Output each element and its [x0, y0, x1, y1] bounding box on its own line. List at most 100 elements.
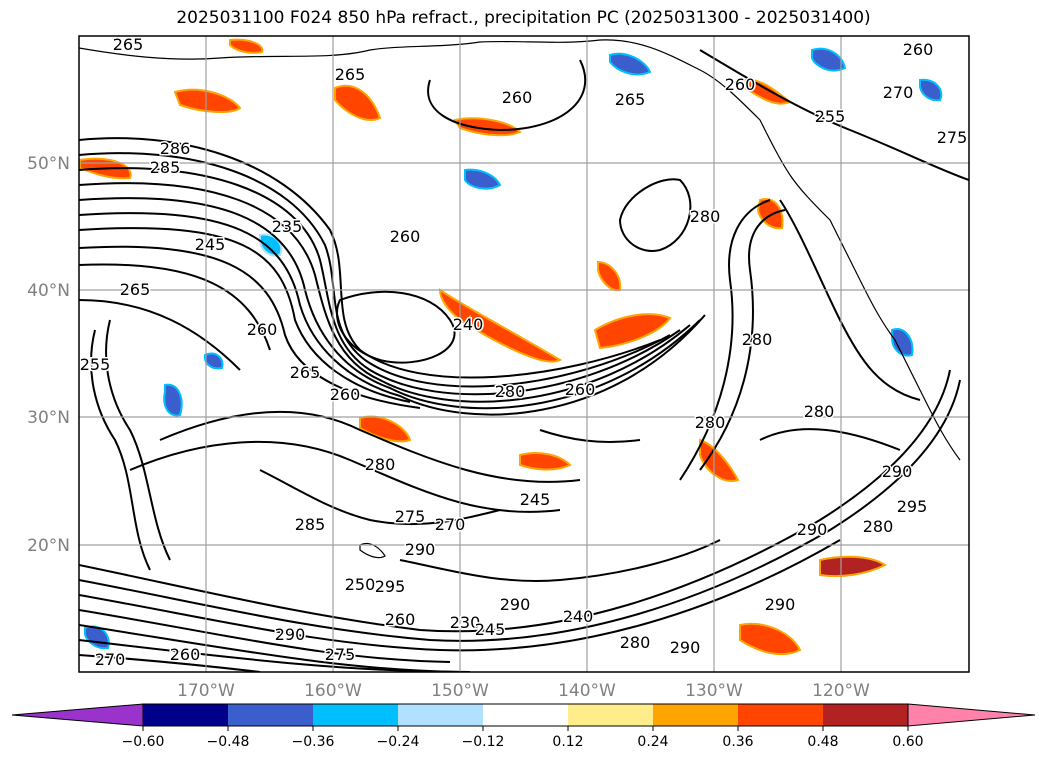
contour-label: 260	[247, 320, 278, 339]
precip-blob	[519, 452, 572, 471]
coastline-west-coast	[859, 279, 961, 461]
contour-label: 290	[797, 520, 828, 539]
contour-label: 260	[330, 385, 361, 404]
contour-label: 260	[385, 610, 416, 629]
contour-label: 290	[500, 595, 531, 614]
contour-label: 290	[670, 638, 701, 657]
lon-label-160w: 160°W	[304, 681, 362, 701]
contour-label: 265	[335, 65, 366, 84]
contour-line	[79, 299, 241, 371]
contour-line	[79, 212, 706, 416]
lon-label-170w: 170°W	[177, 681, 235, 701]
colorbar-segment	[653, 704, 738, 726]
map-frame	[78, 35, 970, 673]
contour-label: 270	[435, 515, 466, 534]
colorbar-segment	[313, 704, 398, 726]
contour-label: 265	[120, 280, 151, 299]
graticule	[79, 36, 969, 672]
precip-blob	[259, 233, 283, 257]
map-title: 2025031100 F024 850 hPa refract., precip…	[176, 8, 871, 28]
contour-line	[79, 609, 451, 663]
coastline-alaska	[79, 39, 791, 176]
contour-label: 285	[150, 158, 181, 177]
precip-blob	[453, 117, 522, 137]
colorbar-tick-label: 0.24	[637, 734, 668, 750]
lat-label-50n: 50°N	[27, 154, 70, 174]
lat-label-20n: 20°N	[27, 536, 70, 556]
contour-label: 290	[405, 540, 436, 559]
contour-label: 235	[272, 217, 303, 236]
contour-label: 245	[195, 235, 226, 254]
contour-label: 280	[495, 382, 526, 401]
coastlines	[79, 39, 961, 559]
contour-label: 265	[615, 90, 646, 109]
contour-label: 275	[325, 645, 356, 664]
contour-line	[679, 199, 771, 481]
contour-label: 230	[450, 613, 481, 632]
contour-line	[79, 227, 411, 403]
contour-label: 295	[375, 577, 406, 596]
precip-blob	[173, 88, 242, 113]
precip-blob	[891, 328, 914, 357]
coastline-hawaii	[359, 542, 386, 559]
colorbar-segment	[738, 704, 823, 726]
colorbar-segment	[228, 704, 313, 726]
contour-label: 280	[804, 402, 835, 421]
contour-line	[427, 59, 587, 132]
contour-line	[79, 245, 421, 409]
contour-label: 245	[475, 620, 506, 639]
lon-label-130w: 130°W	[685, 681, 743, 701]
contour-label: 265	[113, 35, 144, 54]
contour-label: 260	[565, 380, 596, 399]
colorbar-tick-label: −0.24	[377, 734, 420, 750]
contour-line	[335, 290, 456, 364]
contour-label: 250	[345, 575, 376, 594]
contour-line	[539, 429, 641, 443]
contour-line	[79, 167, 681, 396]
contour-label: 286	[160, 139, 191, 158]
contour-line	[699, 49, 969, 181]
precip-blob	[919, 78, 943, 102]
contour-label: 275	[395, 507, 426, 526]
contour-line	[759, 428, 901, 451]
contour-line	[779, 199, 921, 401]
precip-blob	[609, 52, 652, 76]
contour-line	[79, 182, 691, 403]
contour-label: 280	[863, 517, 894, 536]
contour-line	[159, 410, 581, 483]
contour-label: 280	[690, 207, 721, 226]
lon-label-140w: 140°W	[558, 681, 616, 701]
colorbar-segment	[568, 704, 653, 726]
contour-line	[129, 440, 561, 513]
precip-blob	[756, 198, 784, 230]
contour-line	[79, 654, 261, 672]
contour-label: 265	[290, 363, 321, 382]
contour-label: 280	[695, 413, 726, 432]
contour-label: 270	[883, 83, 914, 102]
contour-label: 290	[275, 625, 306, 644]
colorbar-tick-label: −0.36	[292, 734, 335, 750]
precip-blob	[163, 383, 183, 417]
contour-line	[79, 379, 961, 642]
coastline-bc	[789, 174, 861, 281]
precip-blob	[438, 288, 563, 363]
contour-label: 255	[815, 107, 846, 126]
colorbar-tick-label: 0.48	[807, 734, 838, 750]
contour-label: 240	[453, 315, 484, 334]
colorbar-tick-label: −0.60	[122, 734, 165, 750]
contour-label: 240	[563, 607, 594, 626]
colorbar-extend-max	[907, 703, 1036, 727]
contour-label: 260	[725, 75, 756, 94]
lon-label-150w: 150°W	[431, 681, 489, 701]
contour-label: 270	[95, 650, 126, 669]
contour-label: 280	[365, 455, 396, 474]
precip-blob	[229, 38, 264, 54]
contour-line	[79, 369, 951, 633]
contour-label: 295	[897, 497, 928, 516]
precip-blobs	[79, 38, 943, 656]
lat-label-30n: 30°N	[27, 408, 70, 428]
lon-label-120w: 120°W	[812, 681, 870, 701]
colorbar-tick-label: −0.48	[207, 734, 250, 750]
lat-label-40n: 40°N	[27, 281, 70, 301]
